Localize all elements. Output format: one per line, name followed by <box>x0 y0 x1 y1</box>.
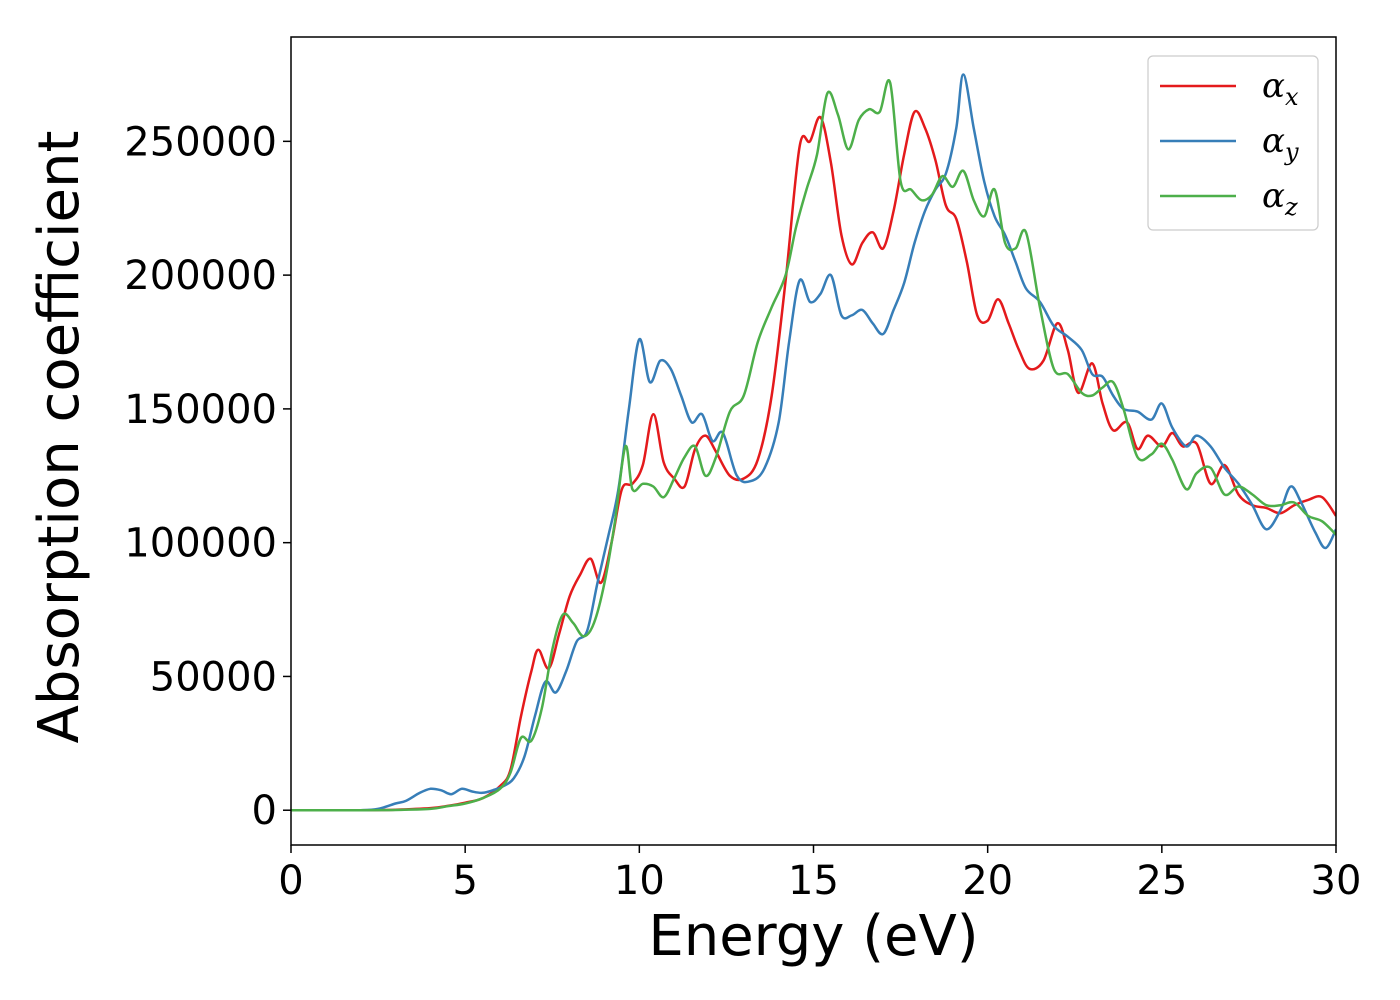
series-line-y <box>291 73 1336 812</box>
series-line-x <box>291 109 1336 812</box>
y-axis-label: Absorption coefficient <box>27 131 92 744</box>
y-tick-label: 250000 <box>124 119 277 165</box>
y-tick-label: 0 <box>252 788 277 834</box>
x-axis-ticks: 0 5 10 15 20 25 30 <box>278 845 1361 904</box>
legend-label-z: αz <box>1262 176 1298 221</box>
y-tick-label: 100000 <box>124 521 277 567</box>
series-layer <box>291 73 1336 812</box>
y-tick-label: 200000 <box>124 253 277 299</box>
x-tick-label: 25 <box>1136 858 1187 904</box>
y-tick-label: 150000 <box>124 387 277 433</box>
legend-box <box>1147 55 1319 231</box>
legend-label-y: αy <box>1262 121 1299 166</box>
x-tick-label: 30 <box>1311 858 1362 904</box>
legend-label-x: αx <box>1262 66 1299 111</box>
y-tick-label: 50000 <box>150 654 277 700</box>
x-tick-label: 20 <box>962 858 1013 904</box>
y-axis-ticks: 0 50000 100000 150000 200000 250000 <box>124 119 291 834</box>
legend: αx αy αz <box>1147 55 1319 231</box>
x-axis-label: Energy (eV) <box>648 904 978 969</box>
series-line-z <box>291 79 1336 812</box>
x-tick-label: 10 <box>614 858 665 904</box>
x-tick-label: 15 <box>788 858 839 904</box>
x-tick-label: 0 <box>278 858 303 904</box>
x-tick-label: 5 <box>452 858 477 904</box>
